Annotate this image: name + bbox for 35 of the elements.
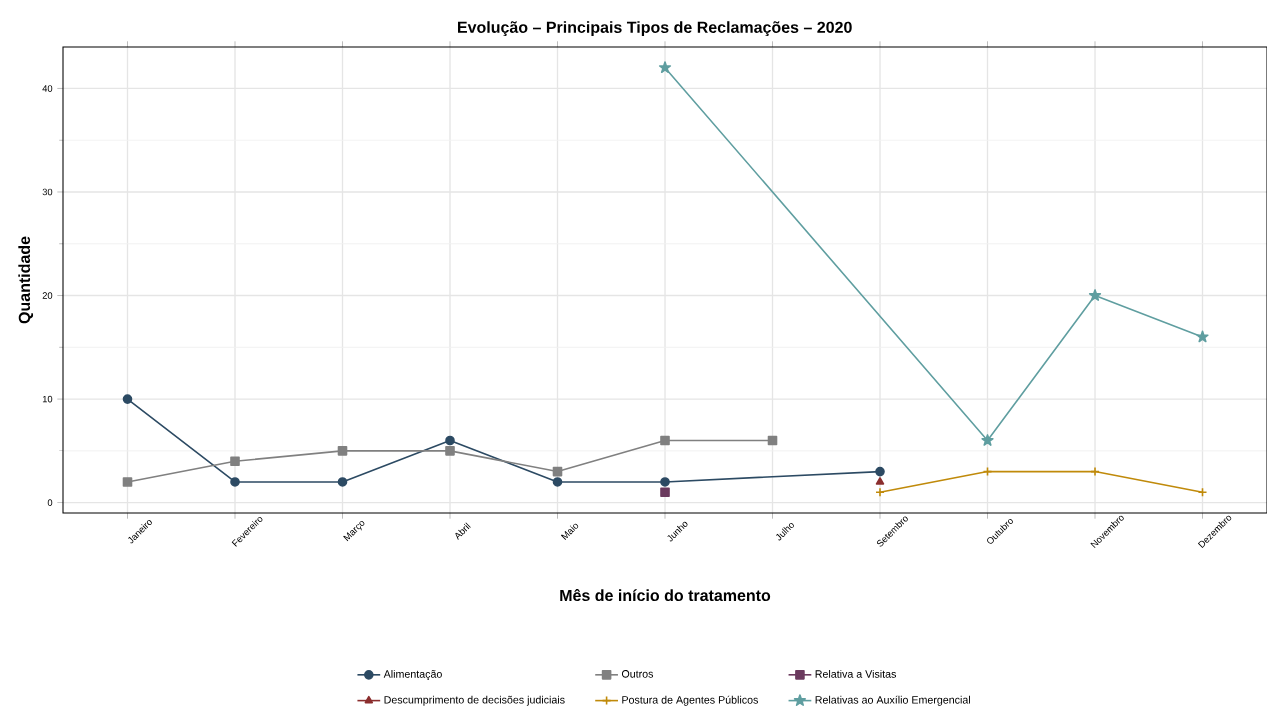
point <box>552 477 563 487</box>
legend-label: Alimentação <box>383 669 442 680</box>
point <box>875 487 885 498</box>
legend-label: Relativa a Visitas <box>815 669 897 678</box>
y-tick-label: 10 <box>42 395 53 403</box>
legend-label: Outros <box>621 670 654 678</box>
point <box>445 446 455 456</box>
point <box>658 61 672 74</box>
point <box>337 446 348 456</box>
x-axis-title: Mês de início do tratamento <box>560 588 771 602</box>
point <box>445 435 455 446</box>
legend-label: Relativas ao Auxílio Emergencial <box>815 695 970 706</box>
legend-label: Postura de Agentes Públicos <box>622 695 759 706</box>
point <box>122 394 133 404</box>
point <box>767 435 778 446</box>
point <box>230 477 240 487</box>
chart-title: Evolução – Principais Tipos de Reclamações – 2020 <box>458 21 852 37</box>
y-tick-label: 20 <box>42 292 53 299</box>
point <box>875 477 885 485</box>
legend-label: Descumprimento de decisões judiciais <box>384 695 565 706</box>
point <box>552 466 563 477</box>
point <box>660 435 670 446</box>
point <box>337 477 348 487</box>
point <box>660 487 670 498</box>
y-axis-title: Quantidade <box>18 236 34 324</box>
point <box>875 466 885 477</box>
y-tick-label: 40 <box>42 85 53 92</box>
point <box>981 434 994 446</box>
point <box>1088 289 1102 301</box>
y-tick-label: 0 <box>47 499 53 506</box>
point <box>122 477 133 487</box>
y-tick-label: 30 <box>42 188 53 196</box>
point <box>1196 330 1209 343</box>
point <box>660 477 670 487</box>
point <box>230 456 240 467</box>
